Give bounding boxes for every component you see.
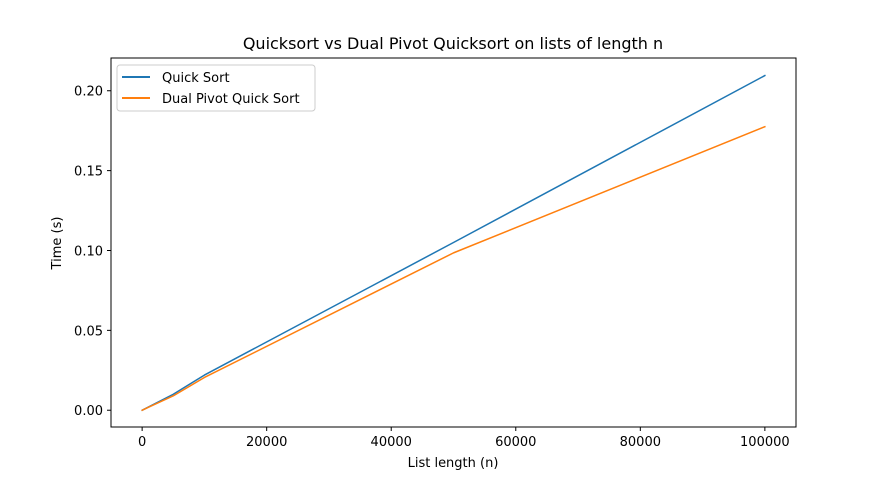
y-axis-ticks: 0.00 0.05 0.10 0.15 0.20 [74,85,111,419]
x-axis-label: List length (n) [408,456,499,471]
y-tick-label: 0.15 [74,165,103,180]
chart-title: Quicksort vs Dual Pivot Quicksort on lis… [243,34,663,53]
x-tick-label: 0 [138,435,146,450]
legend: Quick Sort Dual Pivot Quick Sort [116,64,316,112]
y-tick-label: 0.10 [74,244,103,259]
x-tick-label: 100000 [740,435,790,450]
x-tick-label: 60000 [495,435,536,450]
series-line-quick-sort [141,74,766,412]
plot-area-frame [110,57,797,428]
legend-box [116,64,316,112]
legend-label-quick-sort: Quick Sort [162,71,230,86]
y-tick-label: 0.05 [74,324,103,339]
x-tick-label: 80000 [620,435,661,450]
legend-label-dual-pivot-quick-sort: Dual Pivot Quick Sort [162,92,300,107]
x-tick-label: 40000 [371,435,412,450]
x-axis-ticks: 0 20000 40000 60000 80000 100000 [138,427,790,450]
y-axis-label: Time (s) [50,217,65,271]
series-lines [141,74,766,412]
x-tick-label: 20000 [246,435,287,450]
y-tick-label: 0.00 [74,404,103,419]
series-line-dual-pivot-quick-sort [141,125,766,412]
y-tick-label: 0.20 [74,85,103,100]
